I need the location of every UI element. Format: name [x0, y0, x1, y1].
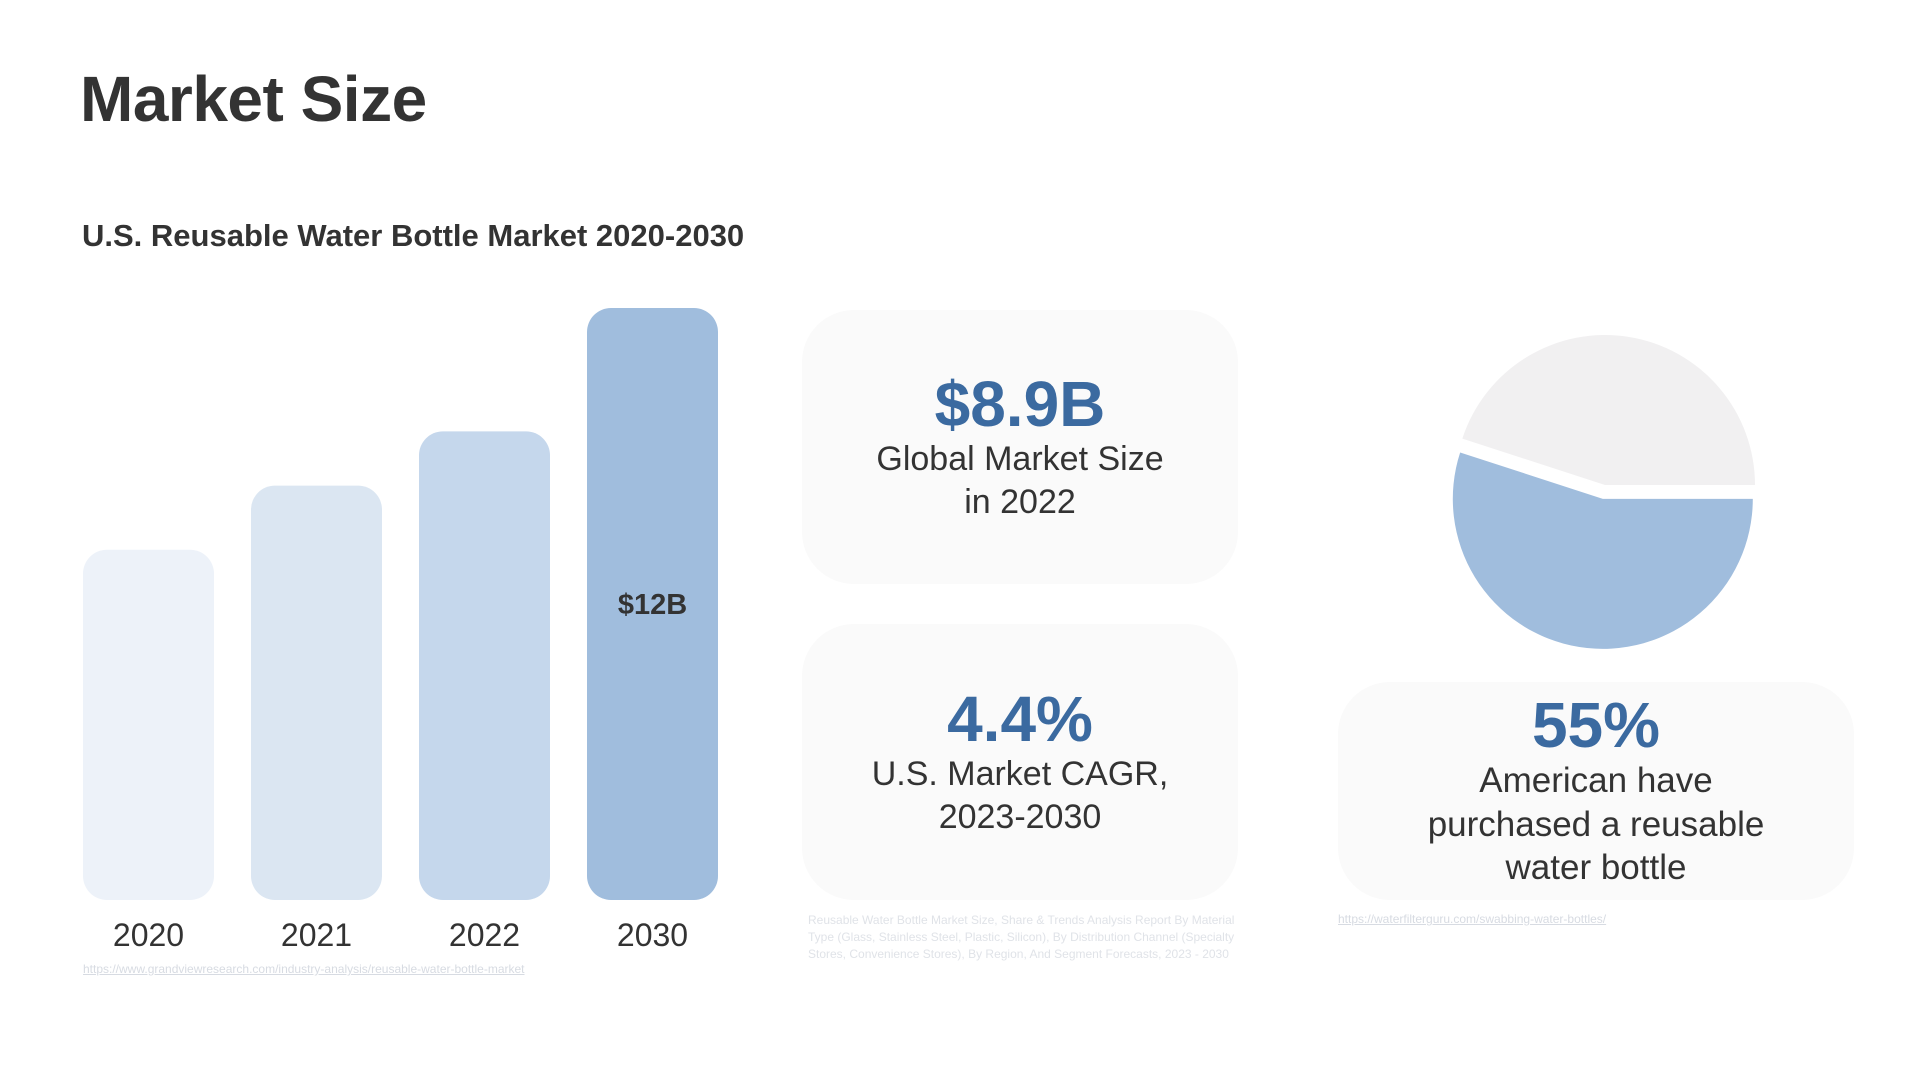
chart-subtitle: U.S. Reusable Water Bottle Market 2020-2…: [82, 218, 745, 253]
global-market-size-label: Global Market Size in 2022: [876, 440, 1164, 521]
us-cagr-card: 4.4% U.S. Market CAGR, 2023-2030: [802, 624, 1238, 900]
pie-source-link[interactable]: https://waterfilterguru.com/swabbing-wat…: [1338, 912, 1607, 926]
global-market-size-value: $8.9B: [934, 367, 1106, 440]
page-title: Market Size: [80, 63, 427, 135]
pie-chart: [1452, 334, 1755, 649]
purchase-percent-value: 55%: [1531, 688, 1661, 761]
bar-2020: [83, 549, 214, 900]
bar-tick-label-2022: 2022: [449, 917, 520, 953]
pie-slice-remainder: [1462, 334, 1755, 485]
bar-chart: 2020 2021 2022 2030 $12B: [83, 308, 718, 953]
bar-tick-label-2021: 2021: [281, 917, 352, 953]
us-cagr-label: U.S. Market CAGR, 2023-2030: [871, 755, 1169, 836]
bar-2030: [587, 308, 718, 900]
reusable-bottle-purchase-card: 55% American have purchased a reusable w…: [1338, 682, 1854, 900]
bar-2021: [251, 485, 382, 900]
global-market-size-card: $8.9B Global Market Size in 2022: [802, 310, 1238, 584]
report-source-text: Reusable Water Bottle Market Size, Share…: [808, 913, 1235, 961]
purchase-percent-label: American have purchased a reusable water…: [1427, 760, 1765, 888]
pie-slice-purchased: [1452, 452, 1753, 649]
bar-data-label-2030: $12B: [618, 589, 687, 621]
bar-chart-source-link[interactable]: https://www.grandviewresearch.com/indust…: [83, 962, 525, 976]
us-cagr-value: 4.4%: [947, 682, 1093, 755]
bar-tick-label-2030: 2030: [617, 917, 688, 953]
bar-tick-label-2020: 2020: [113, 917, 184, 953]
bar-2022: [419, 431, 550, 900]
